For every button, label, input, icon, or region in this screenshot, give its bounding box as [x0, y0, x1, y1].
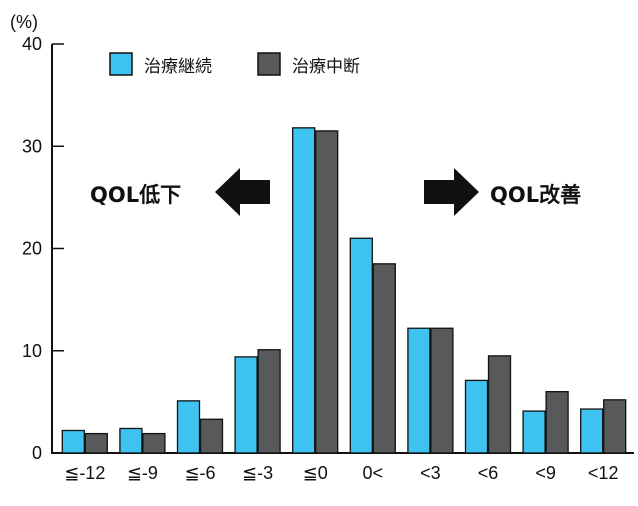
bar-continue	[464, 379, 489, 454]
legend-swatch-continue	[109, 52, 133, 76]
y-ticks: 0 10 20 30 40	[22, 34, 64, 463]
bar-discontinue	[315, 130, 339, 454]
bar-discontinue	[84, 432, 108, 454]
x-tick-label: <9	[535, 463, 556, 483]
right-arrow-icon	[424, 168, 479, 216]
bar-continue	[580, 408, 604, 454]
x-tick-label: <12	[588, 463, 619, 483]
qol-improve-label: QOL改善	[490, 183, 581, 207]
bar-continue	[119, 427, 143, 454]
bar-discontinue	[430, 327, 454, 454]
qol-decrease-label: QOL低下	[90, 183, 181, 207]
y-axis-unit-label: (%)	[10, 12, 38, 32]
bar-discontinue	[603, 399, 627, 454]
legend-label-discontinue: 治療中断	[292, 57, 360, 77]
legend: 治療継続 治療中断	[109, 52, 360, 77]
x-ticks: ≦-12 ≦-9 ≦-6 ≦-3 ≦0 0< <3 <6 <9 <12	[64, 463, 618, 483]
x-tick-label: ≦-12	[64, 463, 105, 483]
bar-continue	[522, 410, 546, 454]
y-tick-label: 40	[22, 34, 42, 54]
bar-discontinue	[257, 349, 281, 454]
bars	[61, 127, 627, 454]
bar-discontinue	[199, 418, 224, 454]
y-tick-label: 10	[22, 341, 42, 361]
x-tick-label: ≦-9	[127, 463, 158, 483]
left-arrow-icon	[215, 168, 270, 216]
y-tick-label: 30	[22, 136, 42, 156]
annotations: QOL低下 QOL改善	[90, 168, 581, 216]
bar-continue	[349, 237, 373, 454]
x-tick-label: ≦0	[303, 463, 328, 483]
y-tick-label: 0	[32, 443, 42, 463]
bar-continue	[234, 356, 258, 454]
x-tick-label: 0<	[363, 463, 384, 483]
legend-swatch-discontinue	[257, 52, 281, 76]
y-tick-label: 20	[22, 239, 42, 259]
x-tick-label: <6	[478, 463, 499, 483]
bar-discontinue	[142, 432, 166, 454]
bar-discontinue	[487, 355, 512, 454]
x-tick-label: ≦-3	[242, 463, 273, 483]
bar-discontinue	[372, 263, 396, 454]
bar-continue	[292, 127, 316, 454]
bar-continue	[407, 327, 431, 454]
bar-continue	[176, 400, 201, 454]
bar-discontinue	[545, 390, 569, 454]
bar-continue	[61, 429, 85, 454]
legend-label-continue: 治療継続	[144, 57, 212, 77]
x-tick-label: <3	[420, 463, 441, 483]
x-tick-label: ≦-6	[184, 463, 215, 483]
